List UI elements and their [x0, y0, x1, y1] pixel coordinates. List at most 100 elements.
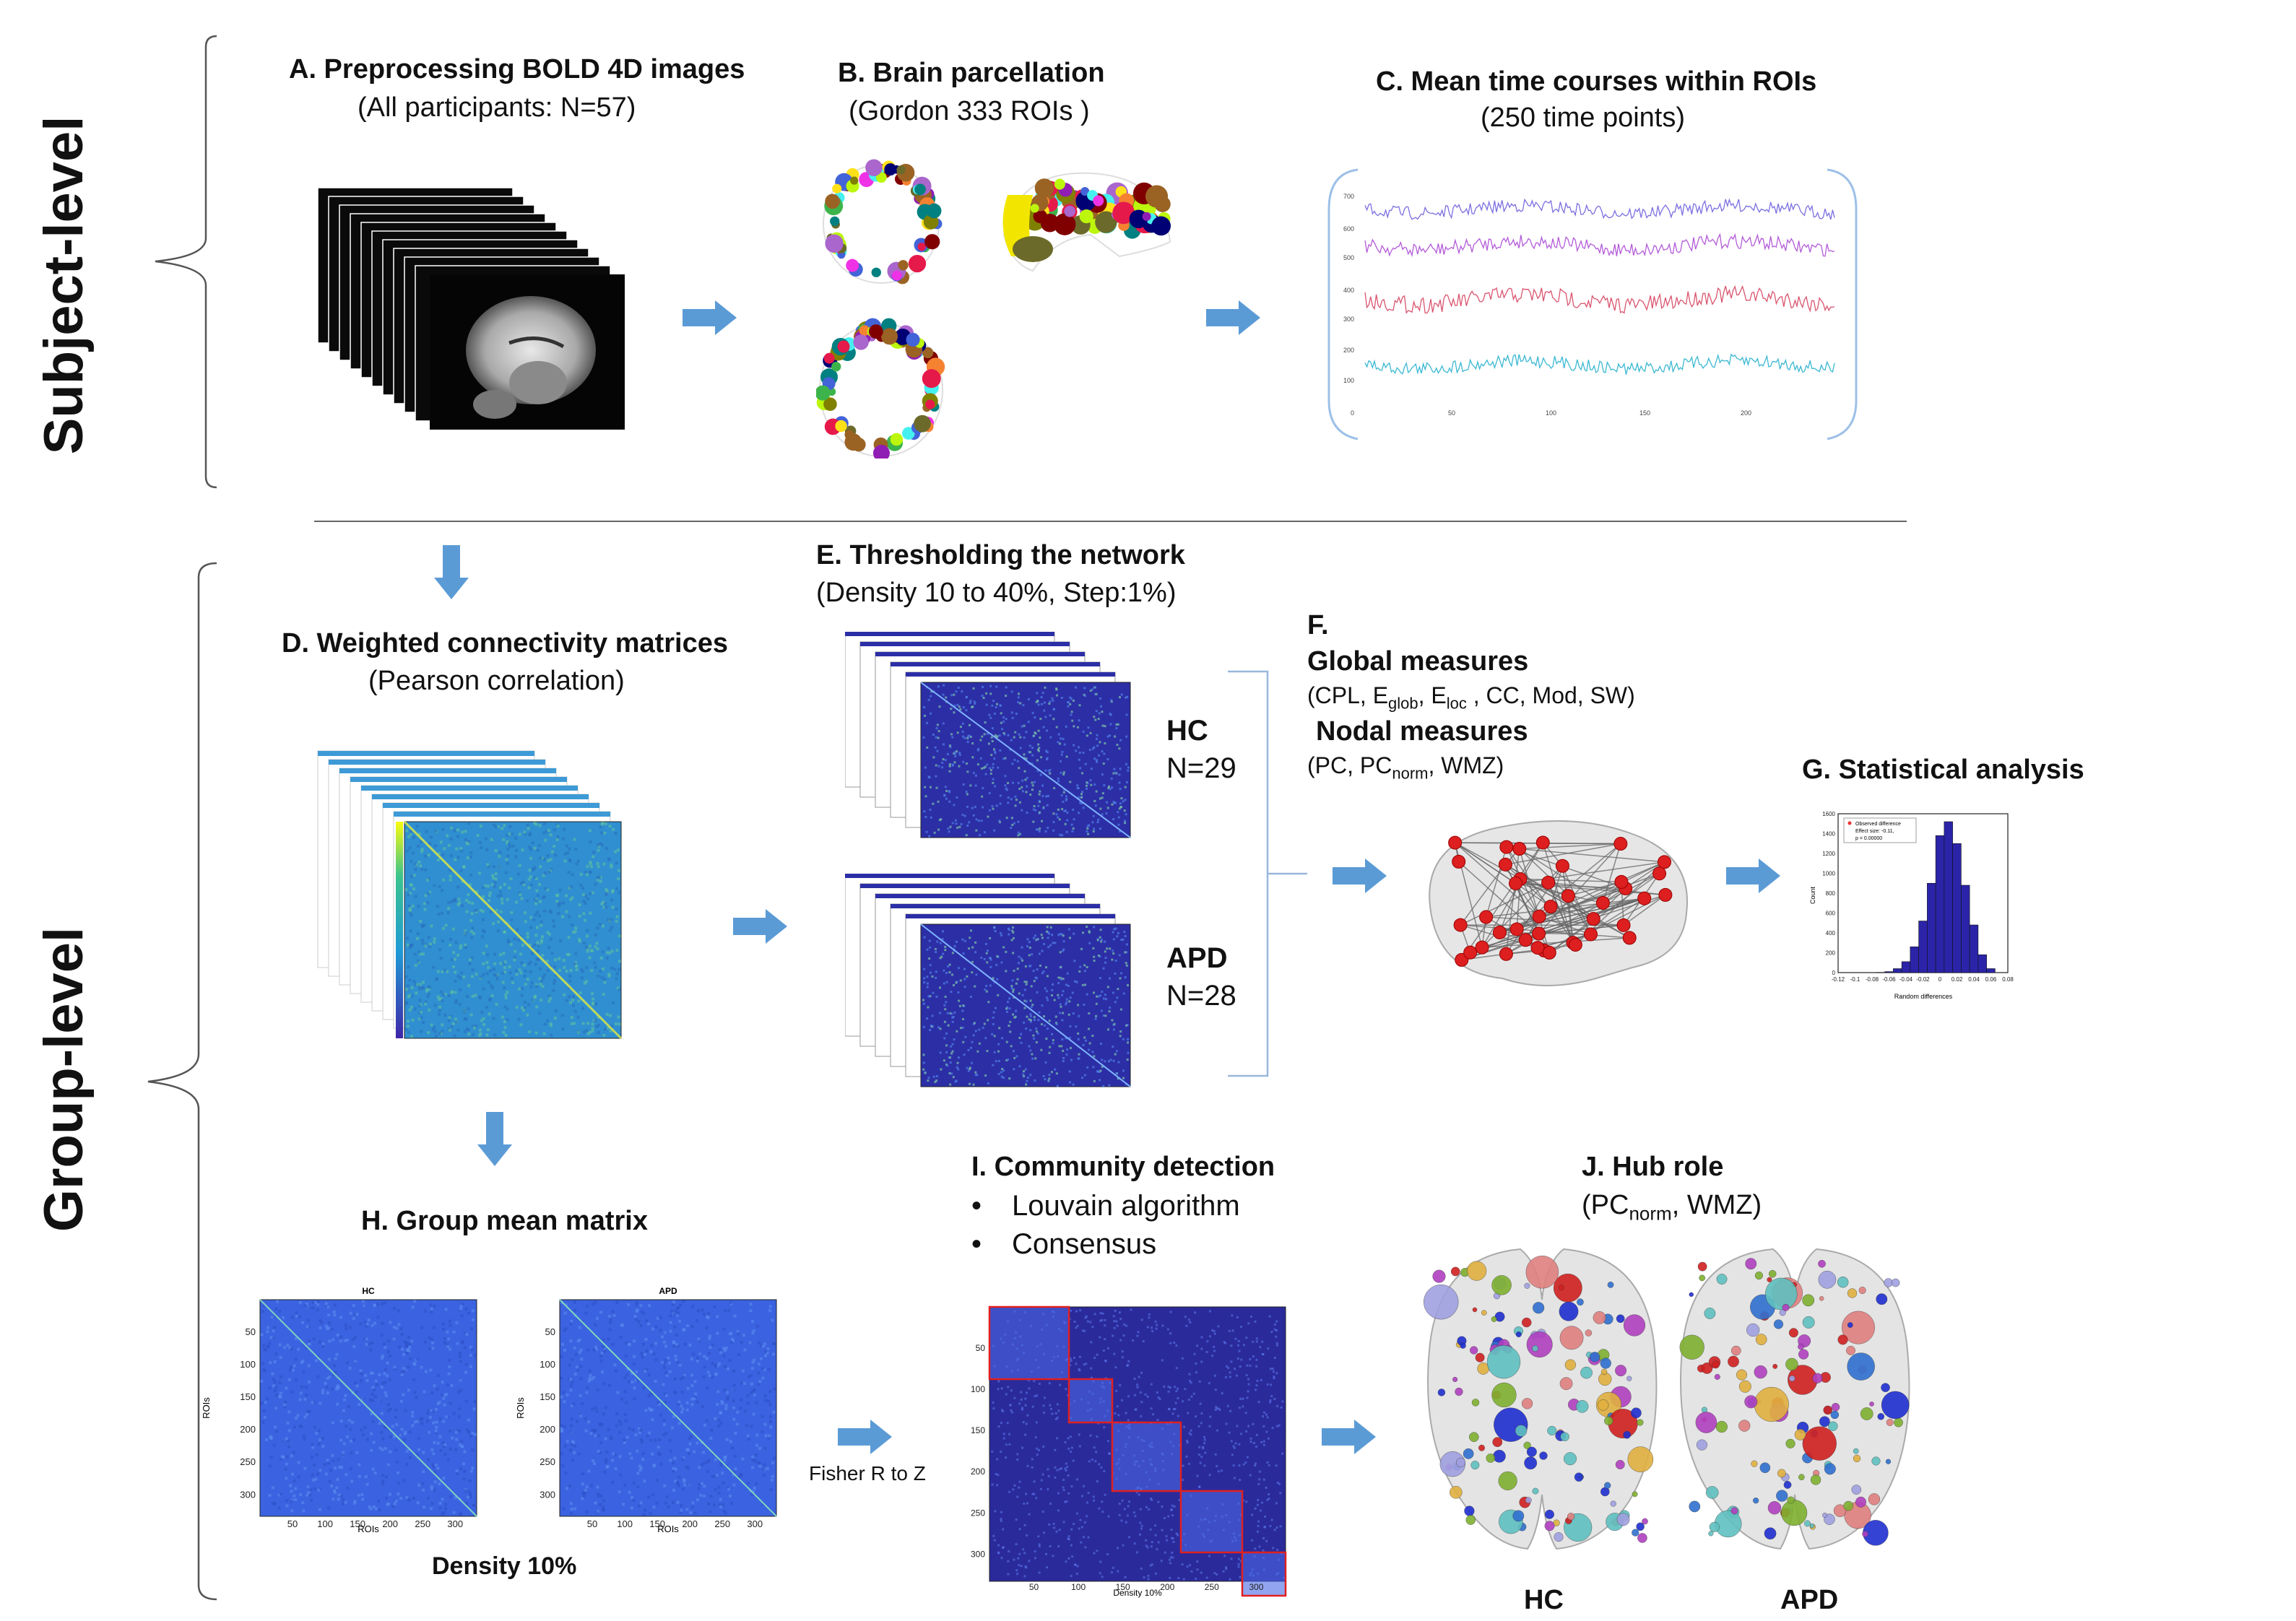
y-tick-label: 100 — [971, 1384, 985, 1394]
x-tick-label: 100 — [317, 1518, 333, 1529]
svg-text:0: 0 — [1351, 409, 1354, 417]
x-tick-label: 150 — [350, 1518, 365, 1529]
fisher-label: Fisher R to Z — [809, 1462, 926, 1485]
y-tick-label: 400 — [1826, 930, 1836, 936]
group-apd-n: N=28 — [1166, 980, 1236, 1012]
x-tick-label: -0.12 — [1832, 976, 1845, 983]
x-tick-label: -0.1 — [1850, 976, 1860, 983]
y-tick-label: 1200 — [1822, 851, 1835, 857]
bold-image-stack — [318, 188, 625, 430]
y-tick-label: 100 — [240, 1359, 256, 1370]
panel-j-subtitle: (PCnorm, WMZ) — [1582, 1190, 1762, 1225]
x-tick-label: 250 — [714, 1518, 730, 1529]
apd-ylabel: ROIs — [515, 1397, 526, 1419]
arrow-subject-to-d — [434, 545, 469, 599]
svg-text:700: 700 — [1343, 193, 1354, 200]
x-tick-label: 250 — [415, 1518, 430, 1529]
svg-text:500: 500 — [1343, 254, 1354, 261]
panel-a-subtitle: (All participants: N=57) — [358, 92, 636, 123]
x-tick-label: 200 — [382, 1518, 398, 1529]
x-tick-label: 300 — [1249, 1582, 1263, 1592]
x-tick-label: -0.04 — [1899, 976, 1913, 983]
y-tick-label: 250 — [540, 1456, 555, 1467]
panel-b-subtitle: (Gordon 333 ROIs ) — [849, 96, 1090, 126]
parcellation-axial — [816, 318, 945, 459]
panel-a-title: A. Preprocessing BOLD 4D images — [289, 54, 745, 84]
histogram-xlabel: Random differences — [1894, 993, 1953, 1000]
svg-text:200: 200 — [1741, 409, 1751, 417]
x-tick-label: 300 — [447, 1518, 463, 1529]
histogram-legend: Observed difference Effect size: -0.11, … — [1843, 817, 1917, 843]
x-tick-label: 50 — [587, 1518, 597, 1529]
panel-h-footer: Density 10% — [432, 1552, 577, 1580]
histogram-ylabel: Count — [1809, 887, 1816, 905]
group-hc-n: N=29 — [1166, 752, 1236, 784]
x-tick-label: 300 — [747, 1518, 763, 1529]
histogram-bar — [1986, 968, 1996, 973]
y-tick-label: 300 — [971, 1549, 985, 1559]
panel-i-title: I. Community detection — [971, 1152, 1275, 1182]
histogram-bar — [1977, 954, 1987, 973]
y-tick-label: 200 — [540, 1424, 555, 1435]
y-tick-label: 1000 — [1822, 871, 1835, 877]
svg-text:50: 50 — [1448, 409, 1455, 417]
panel-i-bullets: Louvain algorithm Consensus — [971, 1190, 1240, 1266]
panel-d-subtitle: (Pearson correlation) — [368, 666, 625, 696]
y-tick-label: 50 — [545, 1326, 555, 1337]
legend-line-1: Observed difference — [1855, 822, 1901, 827]
legend-line-3: p = 0.00000 — [1855, 836, 1882, 841]
hub-label-hc: HC — [1524, 1585, 1564, 1615]
y-tick-label: 150 — [240, 1391, 256, 1402]
x-tick-label: 150 — [649, 1518, 665, 1529]
thresholded-matrix-stack-apd — [845, 874, 1131, 1087]
x-tick-label: 100 — [1071, 1582, 1086, 1592]
y-tick-label: 300 — [540, 1489, 555, 1500]
community-xlabel: Density 10% — [1113, 1588, 1162, 1598]
x-tick-label: 0 — [1938, 976, 1942, 983]
group-hc-name: HC — [1166, 715, 1208, 747]
y-tick-label: 1400 — [1822, 831, 1835, 838]
panel-b-title: B. Brain parcellation — [838, 58, 1105, 88]
parcellation-sagittal — [1002, 172, 1171, 272]
y-tick-label: 1600 — [1822, 811, 1835, 817]
group-apd-name: APD — [1166, 942, 1228, 974]
y-tick-label: 200 — [971, 1466, 985, 1477]
thresholded-matrix-stack-hc — [845, 632, 1131, 838]
hc-matrix-label: HC — [362, 1286, 375, 1296]
panel-j-title: J. Hub role — [1582, 1152, 1724, 1182]
nodal-measures-list: (PC, PCnorm, WMZ) — [1307, 752, 1504, 783]
y-tick-label: 0 — [1832, 970, 1836, 976]
y-tick-label: 250 — [240, 1456, 256, 1467]
svg-text:400: 400 — [1343, 287, 1354, 294]
y-tick-label: 200 — [240, 1424, 256, 1435]
arrow-a-to-b — [683, 300, 737, 335]
hub-brains — [1424, 1248, 1910, 1550]
x-tick-label: 250 — [1205, 1582, 1219, 1592]
group-bracket — [147, 562, 217, 1601]
community-matrix: 50 50 100 100 150 150 200 200 250 250 300 300 Densi… — [971, 1305, 1287, 1598]
bullet-louvain: Louvain algorithm — [971, 1190, 1240, 1222]
x-tick-label: 0.08 — [2002, 976, 2014, 983]
x-tick-label: 0.04 — [1968, 976, 1980, 983]
x-tick-label: 150 — [1116, 1582, 1130, 1592]
panel-d-title: D. Weighted connectivity matrices — [282, 628, 729, 659]
x-tick-label: -0.08 — [1866, 976, 1879, 983]
x-tick-label: 0.02 — [1951, 976, 1963, 983]
svg-text:150: 150 — [1639, 409, 1650, 417]
global-measures-title: Global measures — [1307, 646, 1529, 677]
x-tick-label: 200 — [682, 1518, 698, 1529]
histogram-bar — [1969, 924, 1979, 973]
x-tick-label: 50 — [1029, 1582, 1039, 1592]
hc-xlabel: ROIs — [358, 1524, 379, 1534]
x-tick-label: 0.06 — [1985, 976, 1997, 983]
parcellation-coronal — [823, 159, 943, 284]
panel-h-title: H. Group mean matrix — [361, 1206, 648, 1236]
y-tick-label: 150 — [540, 1391, 555, 1402]
y-tick-label: 300 — [240, 1489, 256, 1500]
svg-text:100: 100 — [1546, 409, 1556, 417]
apd-xlabel: ROIs — [657, 1524, 679, 1534]
arrow-b-to-c — [1206, 300, 1260, 335]
